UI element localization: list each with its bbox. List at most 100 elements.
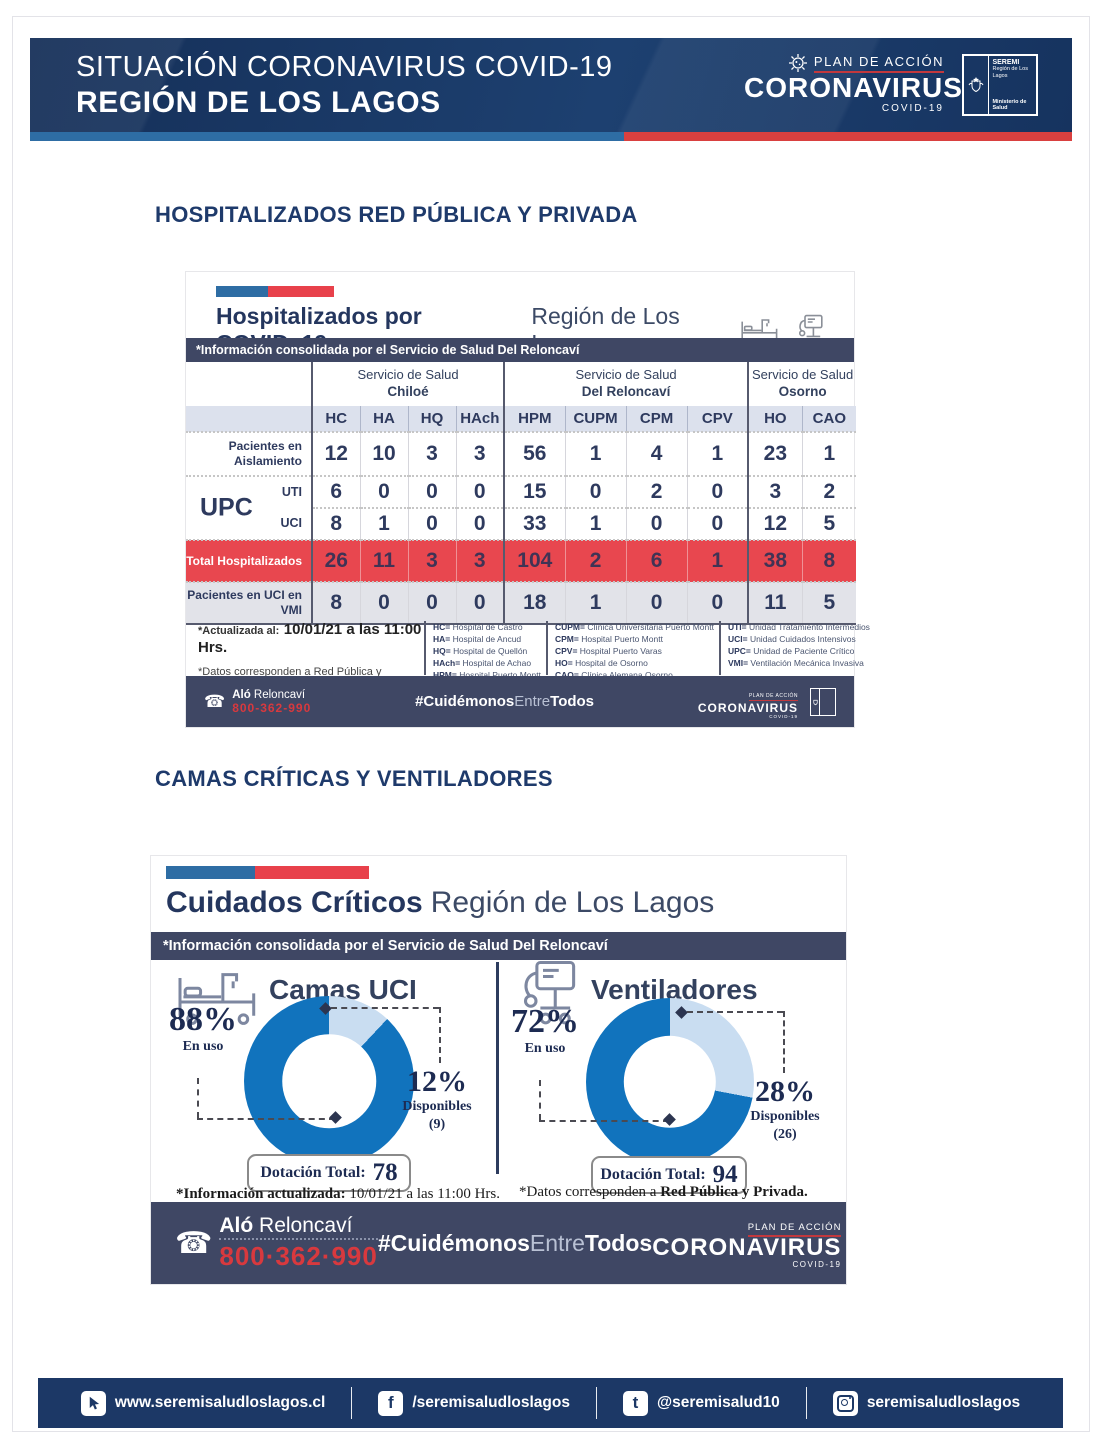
government-logo-box-medium: SEREMI Región de Los Lagos Ministerio de… [853, 1212, 897, 1274]
col-header: HPM [503, 406, 566, 432]
ventiladores-total-box: Dotación Total: 94 [591, 1156, 747, 1194]
row-label: Pacientes en UCI en VMI [186, 581, 312, 625]
legend-column-hospitals-2: CUPM= Clínica Universitaria Puerto Montt… [545, 621, 719, 680]
gov-line-3: Ministerio de Salud [871, 1260, 893, 1270]
section2-heading: CAMAS CRÍTICAS Y VENTILADORES [155, 766, 553, 791]
plan-de-accion-logo-medium: PLAN DE ACCIÓN CORONAVIRUS COVID-19 [652, 1217, 842, 1269]
table-cell: 0 [455, 507, 505, 540]
legend-desc: Ventilación Mecánica Invasiva [750, 657, 864, 668]
legend-item: HO= Hospital de Osorno [555, 658, 714, 670]
instagram-icon [832, 1390, 858, 1416]
legend-code: HA= [433, 633, 451, 644]
callout-line [197, 1118, 335, 1120]
row-label-total: Total Hospitalizados [186, 539, 312, 582]
table-cell: 12 [747, 507, 803, 540]
group-line1: Servicio de Salud [752, 367, 854, 383]
table-cell: 2 [625, 475, 688, 508]
twitter-link[interactable]: t @seremisalud10 [622, 1390, 780, 1416]
legend-item: UPC= Unidad de Paciente Crítico [728, 646, 870, 658]
table-cell: 8 [311, 581, 360, 625]
twitter-glyph: t [632, 1393, 639, 1412]
card2-scope-note: *Datos corresponden a Red Pública y Priv… [519, 1184, 808, 1201]
table-cell: 5 [801, 507, 857, 540]
phone-name-rest: Reloncaví [250, 688, 306, 701]
uci-label: UCI [280, 516, 302, 531]
col-header: HO [747, 406, 803, 432]
hashtag-part2: Entre [529, 1229, 585, 1256]
facebook-link[interactable]: f /seremisaludloslagos [378, 1390, 570, 1416]
table-cell: 5 [801, 581, 857, 625]
legend-code: VMI= [727, 657, 749, 668]
facebook-handle: /seremisaludloslagos [412, 1394, 570, 1411]
table-group-header-row: Servicio de Salud Chiloé Servicio de Sal… [186, 362, 857, 406]
table-cell: 1 [686, 539, 749, 582]
table-cell: 8 [801, 539, 857, 582]
government-logo-text: SEREMI Región de Los Lagos Ministerio de… [989, 56, 1036, 114]
strip-blue [30, 132, 624, 141]
table-cell: 1 [564, 507, 627, 540]
government-logo-text [820, 689, 835, 715]
gov-line-1: SEREMI [871, 1216, 893, 1222]
hashtag-part1: #Cuidémonos [377, 1229, 530, 1256]
used-word: En uso [524, 1040, 566, 1056]
accent-blue [166, 866, 256, 879]
panel-divider [496, 962, 499, 1174]
row-label: Pacientes en Aislamiento [186, 431, 312, 476]
legend-desc: Unidad Tratamiento Intermedios [748, 622, 870, 632]
hospital-bed-icon [173, 966, 259, 1026]
hashtag-part3: Todos [584, 1229, 653, 1256]
hashtag: #CuidémonosEntreTodos [378, 1230, 652, 1257]
updated-value: 10/01/21 a las 11:00 Hrs. [198, 621, 422, 656]
website-text: www.seremisaludloslagos.cl [114, 1394, 326, 1411]
legend-code: HAch= [433, 657, 461, 668]
available-percent: 28% [755, 1075, 815, 1108]
instagram-link[interactable]: seremisaludloslagos [832, 1390, 1020, 1416]
table-row-uti: UPC UTI UCI 6 0 0 0 15 0 2 0 3 2 [186, 475, 857, 540]
phone-texts: Aló Reloncaví 800·362·990 [219, 1214, 378, 1272]
coat-of-arms-icon [854, 1213, 869, 1273]
plan-sub: COVID-19 [881, 102, 944, 114]
table-corner-cell [186, 406, 312, 432]
table-row-total: Total Hospitalizados 26 11 3 3 104 2 6 1… [186, 539, 857, 582]
camas-uci-donut-chart [244, 996, 414, 1166]
upc-label-cell: UPC UTI UCI [186, 475, 312, 540]
table-cell: 38 [747, 539, 803, 582]
legend-column-hospitals-1: HC= Hospital de Castro HA= Hospital de A… [424, 621, 546, 680]
accent-blue [216, 286, 268, 297]
phone-name-rest: Reloncaví [253, 1214, 353, 1237]
phone-name: Aló Reloncaví [219, 1214, 377, 1238]
government-logo-box: SEREMI Región de Los Lagos Ministerio de… [962, 54, 1038, 116]
legend-item: HC= Hospital de Castro [433, 622, 541, 634]
website-link[interactable]: www.seremisaludloslagos.cl [80, 1390, 326, 1416]
facebook-icon: f [378, 1390, 404, 1416]
used-percent: 88% [169, 1001, 237, 1038]
legend-item: CPV= Hospital Puerto Varas [555, 646, 714, 658]
group-line2: Del Reloncaví [581, 383, 671, 399]
table-row-vmi: Pacientes en UCI en VMI 8 0 0 0 18 1 0 0… [186, 581, 857, 625]
legend-code: CPM= [554, 633, 579, 644]
card2-footer-bar: ☎ Aló Reloncaví 800·362·990 #CuidémonosE… [151, 1202, 897, 1284]
table-cell: 0 [625, 581, 688, 625]
group-line2: Chiloé [387, 383, 429, 399]
legend-item: CPM= Hospital Puerto Montt [555, 634, 714, 646]
table-cell: 2 [564, 539, 627, 582]
gov-line-3: Ministerio de Salud [992, 99, 1027, 111]
updated-label: *Información actualizada: [176, 1186, 346, 1202]
group-header-reloncavi: Servicio de Salud Del Reloncaví [503, 362, 749, 406]
card1-info-bar: *Información consolidada por el Servicio… [186, 338, 854, 362]
table-cell: 6 [625, 539, 688, 582]
coat-of-arms-icon [964, 56, 990, 114]
legend-code: CPV= [554, 645, 578, 656]
total-value: 78 [372, 1159, 398, 1186]
camas-uci-total-box: Dotación Total: 78 [247, 1154, 411, 1192]
card1-accent-bar [216, 286, 334, 297]
strip-red [623, 132, 1072, 141]
card1-notes: *Actualizada al: 10/01/21 a las 11:00 Hr… [186, 613, 870, 690]
phone-icon: ☎ [175, 1226, 213, 1260]
table-cell: 8 [311, 507, 360, 540]
table-cell: 1 [564, 581, 627, 625]
table-cell: 0 [686, 475, 749, 508]
callout-line [687, 1011, 783, 1013]
legend-desc: Hospital de Quellón [453, 645, 528, 656]
table-cell: 11 [747, 581, 803, 625]
